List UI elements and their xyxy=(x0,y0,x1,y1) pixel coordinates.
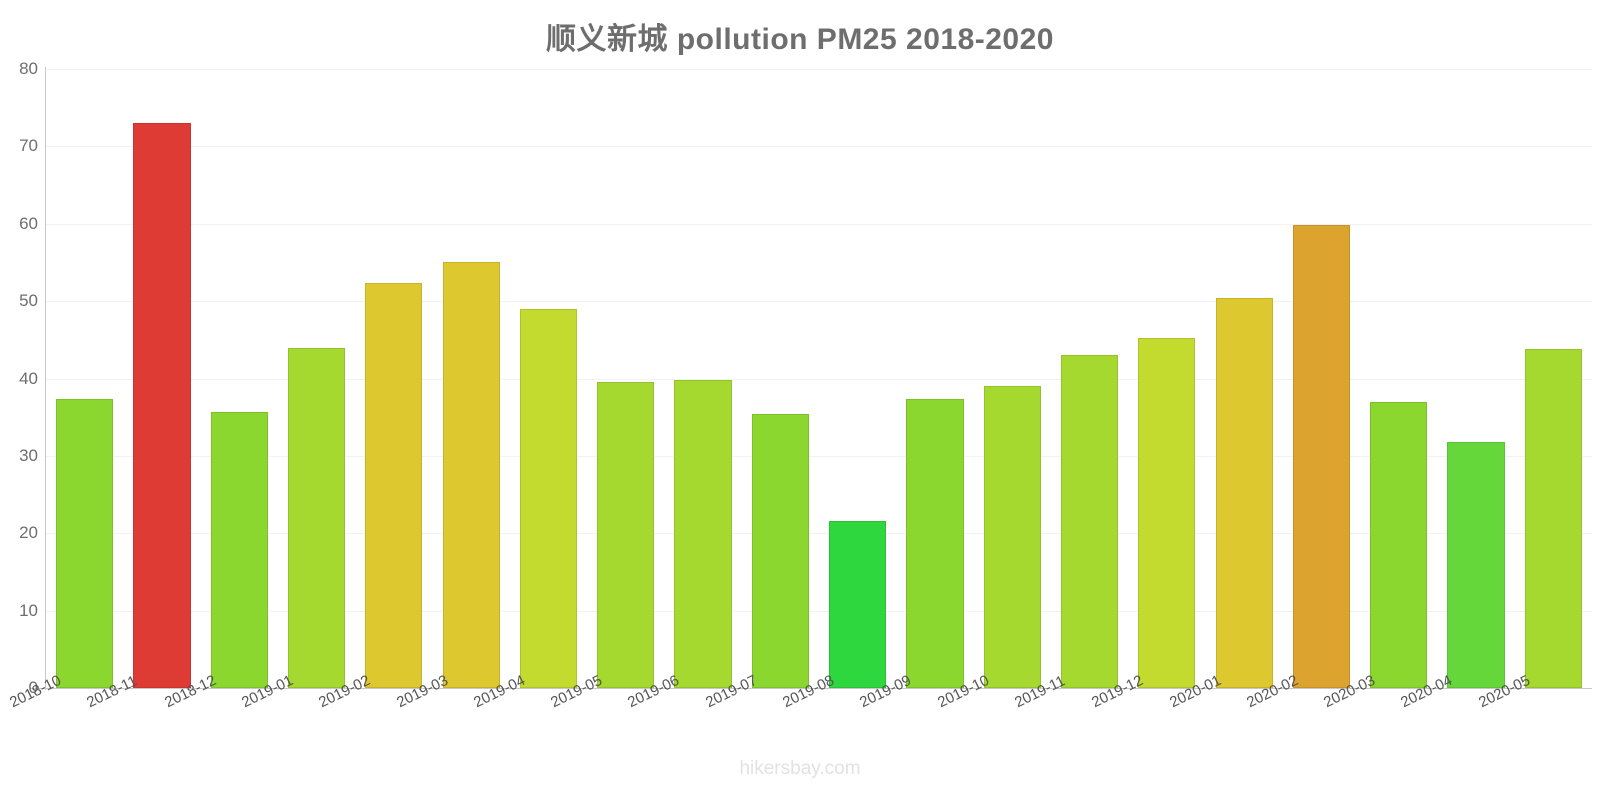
gridline xyxy=(46,146,1592,148)
bar[interactable] xyxy=(1138,338,1196,688)
y-axis-tick-label: 30 xyxy=(19,445,38,465)
bar[interactable] xyxy=(1524,349,1582,688)
bar[interactable] xyxy=(210,411,268,688)
page-title: 顺义新城 pollution PM25 2018-2020 xyxy=(546,23,1054,56)
y-axis-line xyxy=(45,67,46,690)
y-axis-tick-label: 0 xyxy=(28,678,38,697)
plot-area xyxy=(46,69,1592,688)
bar[interactable] xyxy=(1060,354,1119,688)
bar[interactable] xyxy=(1447,441,1505,688)
bar[interactable] xyxy=(56,398,114,688)
y-axis-tick-labels: 0 10 20 30 40 50 60 70 80 xyxy=(0,0,38,800)
gridline xyxy=(46,69,1592,70)
gridline xyxy=(46,455,1592,457)
source-watermark: hikersbay.com xyxy=(739,758,861,779)
y-axis-tick-label: 50 xyxy=(19,291,38,311)
y-axis-tick-label: 10 xyxy=(19,600,38,620)
y-axis-tick-label: 20 xyxy=(19,523,38,543)
y-axis-tick-label: 40 xyxy=(19,368,38,388)
gridline xyxy=(46,378,1592,380)
gridline xyxy=(46,533,1592,535)
gridline xyxy=(46,223,1592,225)
y-axis-tick-label: 80 xyxy=(19,59,38,78)
bar[interactable] xyxy=(1370,401,1428,688)
bar[interactable] xyxy=(519,308,578,688)
x-axis-line xyxy=(30,688,1592,689)
bar[interactable] xyxy=(829,520,887,688)
bar[interactable] xyxy=(287,347,346,688)
bar[interactable] xyxy=(906,398,964,688)
y-axis-tick-label: 60 xyxy=(19,213,38,233)
bar[interactable] xyxy=(1292,225,1351,688)
y-axis-tick-label: 70 xyxy=(19,136,38,156)
bar[interactable] xyxy=(133,123,191,688)
bar[interactable] xyxy=(674,380,732,688)
bar[interactable] xyxy=(751,414,809,688)
bar[interactable] xyxy=(442,262,500,688)
bar[interactable] xyxy=(1215,298,1273,688)
gridline xyxy=(46,301,1592,303)
bar[interactable] xyxy=(365,283,423,688)
bar[interactable] xyxy=(597,382,655,688)
bar[interactable] xyxy=(983,386,1041,688)
gridline xyxy=(46,610,1592,612)
